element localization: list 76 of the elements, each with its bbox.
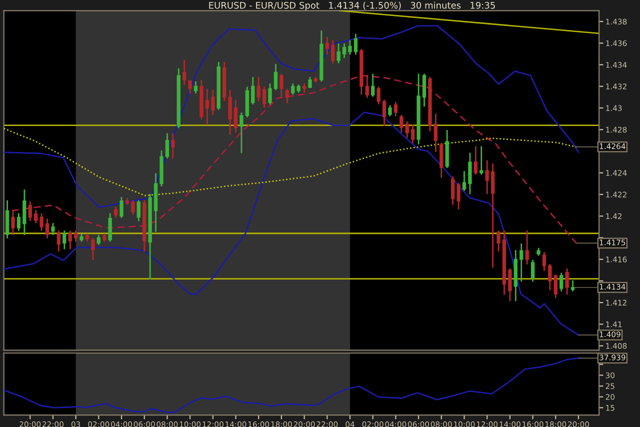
candlestick bbox=[480, 146, 484, 175]
candlestick bbox=[136, 200, 140, 222]
candlestick bbox=[530, 260, 535, 282]
chart-title: EURUSD - EUR/USD Spot 1.4134 (-1.50%) 30 minutes 19:35 bbox=[209, 2, 495, 10]
candlestick bbox=[285, 88, 290, 104]
candlestick bbox=[108, 213, 112, 242]
candlestick bbox=[462, 171, 466, 191]
candlestick bbox=[68, 230, 72, 250]
candlestick bbox=[251, 77, 255, 104]
candlestick bbox=[11, 210, 15, 236]
candlestick bbox=[74, 230, 78, 242]
candlestick bbox=[28, 201, 32, 222]
candlestick bbox=[336, 43, 340, 64]
candlestick bbox=[56, 230, 61, 252]
candlestick bbox=[434, 114, 438, 152]
candlestick bbox=[331, 40, 335, 64]
candlestick bbox=[348, 40, 352, 55]
candlestick bbox=[268, 83, 272, 104]
candlestick bbox=[496, 230, 500, 252]
candlestick bbox=[325, 37, 329, 55]
candlestick bbox=[114, 206, 118, 218]
candlestick bbox=[62, 230, 66, 250]
candlestick bbox=[485, 160, 489, 194]
candlestick bbox=[291, 83, 295, 95]
candlestick bbox=[256, 77, 260, 102]
candlestick bbox=[205, 88, 210, 125]
candlestick bbox=[450, 176, 455, 205]
candlestick bbox=[45, 218, 50, 238]
candlestick bbox=[382, 100, 386, 126]
candlestick bbox=[240, 112, 244, 153]
candlestick bbox=[182, 60, 186, 85]
candlestick bbox=[542, 252, 546, 271]
candlestick bbox=[120, 197, 124, 218]
candlestick bbox=[22, 189, 26, 236]
candlestick bbox=[394, 102, 398, 116]
candlestick bbox=[565, 268, 569, 295]
candlestick bbox=[16, 213, 21, 231]
candlestick bbox=[211, 90, 215, 116]
candlestick bbox=[171, 133, 175, 158]
candlestick bbox=[422, 74, 426, 107]
candlestick bbox=[262, 86, 266, 108]
candlestick bbox=[354, 34, 358, 55]
candlestick bbox=[365, 74, 369, 98]
candlestick bbox=[342, 43, 346, 58]
candlestick bbox=[410, 124, 415, 144]
candlestick bbox=[525, 230, 529, 264]
candlestick bbox=[165, 133, 170, 158]
candlestick bbox=[91, 238, 95, 260]
candlestick bbox=[559, 272, 564, 292]
candlestick bbox=[274, 64, 278, 90]
candlestick bbox=[554, 274, 558, 298]
candlestick bbox=[131, 200, 135, 215]
candlestick bbox=[468, 152, 472, 194]
candlestick bbox=[234, 100, 238, 132]
candlestick bbox=[490, 163, 495, 268]
candlestick bbox=[194, 81, 198, 94]
candlestick bbox=[188, 80, 192, 94]
candlestick bbox=[405, 121, 409, 138]
candlestick bbox=[508, 268, 512, 302]
candlestick bbox=[280, 74, 284, 98]
candlestick bbox=[5, 200, 10, 238]
candlestick bbox=[388, 105, 392, 116]
candlestick bbox=[456, 182, 460, 210]
candlestick bbox=[51, 222, 55, 236]
candlestick bbox=[308, 77, 312, 88]
candlestick bbox=[370, 74, 375, 97]
candlestick bbox=[400, 114, 404, 132]
candlestick bbox=[570, 280, 575, 292]
candlestick bbox=[474, 146, 478, 175]
candlestick bbox=[34, 210, 38, 224]
candlestick bbox=[228, 90, 232, 135]
candlestick bbox=[520, 243, 524, 282]
candlestick bbox=[440, 142, 444, 178]
candlestick bbox=[376, 86, 380, 104]
candlestick bbox=[548, 264, 552, 290]
candlestick bbox=[40, 213, 44, 231]
